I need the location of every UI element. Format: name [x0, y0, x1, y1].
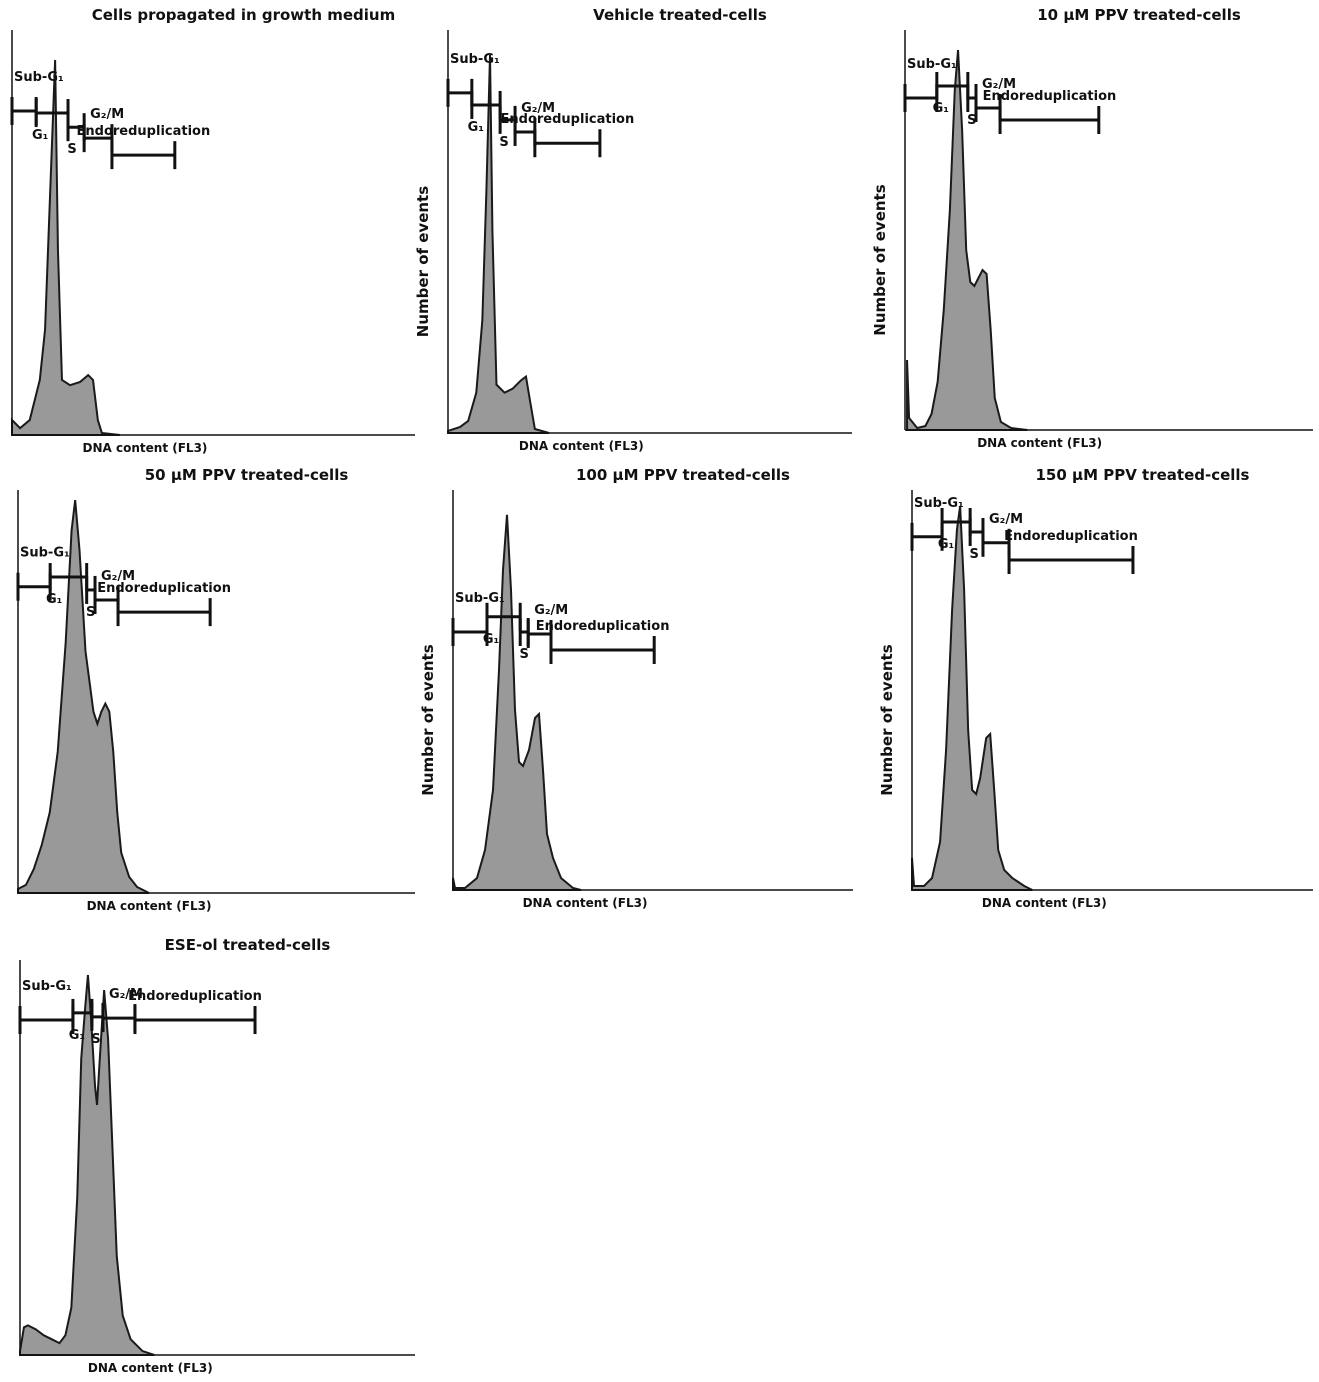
gate-label: Sub-G₁ — [907, 57, 957, 72]
gate-label: S — [520, 647, 529, 662]
gate-label: G₁ — [69, 1028, 85, 1043]
histogram-area — [911, 505, 1033, 891]
histogram-area — [906, 49, 1028, 431]
gate-label: G₂/M — [521, 101, 555, 116]
gate-label: S — [499, 135, 508, 150]
gate-label: G₂/M — [101, 569, 135, 584]
gate-label: Sub-G₁ — [22, 979, 72, 994]
gate-label: G₁ — [483, 632, 499, 647]
gate-label: Endoreduplication — [536, 619, 670, 634]
histogram-panel: Vehicle treated-cells DNA content (FL3) Nu… — [414, 6, 852, 453]
gate-label: G₂/M — [90, 107, 124, 122]
y-axis-label: Number of events — [414, 186, 432, 337]
gate-label: S — [969, 547, 978, 562]
gate-label: Endoreduplication — [983, 89, 1117, 104]
panel-title: ESE-ol treated-cells — [165, 936, 331, 954]
gate-label: S — [91, 1032, 100, 1047]
gate-label: Sub-G₁ — [450, 52, 500, 67]
gate-label: S — [67, 142, 76, 157]
histogram-panel: 50 μM PPV treated-cells DNA content (FL3)… — [16, 466, 415, 913]
y-axis-label: Number of events — [871, 184, 889, 335]
histogram-panel: 150 μM PPV treated-cells DNA content (FL3… — [878, 466, 1313, 910]
gate-label: G₁ — [46, 592, 62, 607]
gate-label: Sub-G₁ — [20, 546, 70, 561]
gate-label: S — [967, 113, 976, 128]
gate-label: Sub-G₁ — [14, 70, 64, 85]
gate-label: Endoreduplication — [1004, 529, 1138, 544]
x-axis-label: DNA content (FL3) — [982, 896, 1107, 910]
gate-label: G₂/M — [534, 603, 568, 618]
x-axis-label: DNA content (FL3) — [87, 899, 212, 913]
histogram-area — [19, 974, 155, 1356]
histogram-panel: Cells propagated in growth medium DNA con… — [10, 6, 415, 455]
gate-label: G₁ — [933, 101, 949, 116]
gate-label: Endoreduplication — [501, 112, 635, 127]
gate-label: G₁ — [938, 537, 954, 552]
x-axis-label: DNA content (FL3) — [519, 439, 644, 453]
histogram-panel: ESE-ol treated-cells DNA content (FL3) Sub… — [18, 936, 415, 1375]
gate-label: Endoreduplication — [77, 124, 211, 139]
histogram-area — [452, 514, 582, 891]
histogram-area — [447, 54, 550, 434]
histogram-area — [11, 59, 121, 436]
gate-label: G₂/M — [989, 512, 1023, 527]
panel-title: 150 μM PPV treated-cells — [1036, 466, 1250, 484]
panel-title: Cells propagated in growth medium — [92, 6, 395, 24]
gate-label: G₂/M — [982, 77, 1016, 92]
gate-label: S — [86, 605, 95, 620]
x-axis-label: DNA content (FL3) — [977, 436, 1102, 450]
histogram-area — [17, 499, 150, 894]
y-axis-label: Number of events — [878, 644, 896, 795]
panel-title: Vehicle treated-cells — [593, 6, 767, 24]
histogram-panel: 10 μM PPV treated-cells DNA content (FL3)… — [871, 6, 1313, 450]
panel-title: 100 μM PPV treated-cells — [576, 466, 790, 484]
panel-title: 50 μM PPV treated-cells — [145, 466, 349, 484]
gate-label: Endoreduplication — [97, 581, 231, 596]
y-axis-label: Number of events — [419, 644, 437, 795]
histogram-panel: 100 μM PPV treated-cells DNA content (FL3… — [419, 466, 853, 910]
x-axis-label: DNA content (FL3) — [88, 1361, 213, 1375]
gate-label: Endoreduplication — [128, 989, 262, 1004]
gate-label: G₁ — [468, 120, 484, 135]
gate-label: Sub-G₁ — [455, 591, 505, 606]
x-axis-label: DNA content (FL3) — [83, 441, 208, 455]
x-axis-label: DNA content (FL3) — [523, 896, 648, 910]
panel-title: 10 μM PPV treated-cells — [1037, 6, 1241, 24]
gate-label: Sub-G₁ — [914, 496, 964, 511]
gate-label: G₂/M — [109, 987, 143, 1002]
gate-label: G₁ — [32, 128, 48, 143]
